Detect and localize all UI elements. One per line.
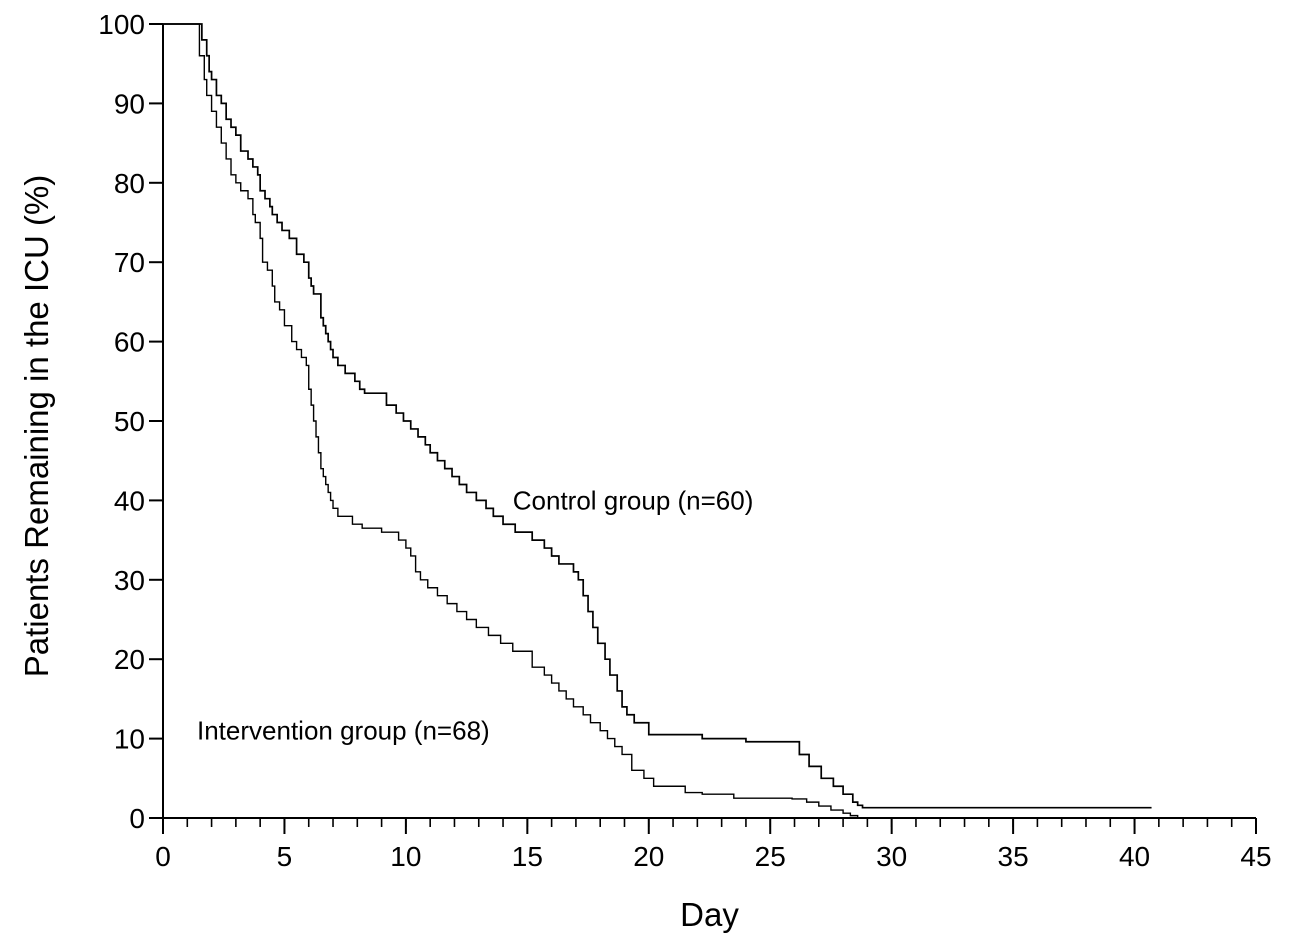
x-tick-label: 10 <box>390 841 421 872</box>
x-axis-title: Day <box>680 896 739 933</box>
x-tick-label: 35 <box>998 841 1029 872</box>
y-tick-label: 100 <box>98 9 145 40</box>
y-tick-label: 80 <box>114 168 145 199</box>
series-layer <box>163 23 1152 818</box>
y-tick-label: 0 <box>129 803 145 834</box>
x-tick-label: 25 <box>755 841 786 872</box>
intervention-group-curve <box>163 23 859 818</box>
intervention-group-label: Intervention group (n=68) <box>197 716 490 746</box>
y-tick-label: 60 <box>114 327 145 358</box>
y-tick-label: 40 <box>114 485 145 516</box>
x-tick-label: 30 <box>876 841 907 872</box>
y-axis-title: Patients Remaining in the ICU (%) <box>18 175 55 678</box>
x-tick-label: 20 <box>633 841 664 872</box>
y-tick-label: 50 <box>114 406 145 437</box>
y-tick-label: 70 <box>114 247 145 278</box>
x-tick-label: 45 <box>1240 841 1271 872</box>
y-tick-label: 20 <box>114 644 145 675</box>
y-tick-label: 10 <box>114 724 145 755</box>
control-group-curve <box>163 23 1152 809</box>
x-axis-ticks: 0 5 10 15 20 25 30 35 40 45 <box>155 818 1272 872</box>
axes: 0 5 10 15 20 25 30 35 40 45 0 10 20 30 40 50 60 70 80 90 10… <box>98 9 1271 872</box>
y-tick-label: 90 <box>114 88 145 119</box>
x-tick-label: 15 <box>512 841 543 872</box>
y-tick-label: 30 <box>114 565 145 596</box>
control-group-label: Control group (n=60) <box>513 485 754 515</box>
x-tick-label: 0 <box>155 841 171 872</box>
x-tick-label: 5 <box>277 841 293 872</box>
x-tick-label: 40 <box>1119 841 1150 872</box>
y-axis-ticks: 0 10 20 30 40 50 60 70 80 90 100 <box>98 9 163 834</box>
